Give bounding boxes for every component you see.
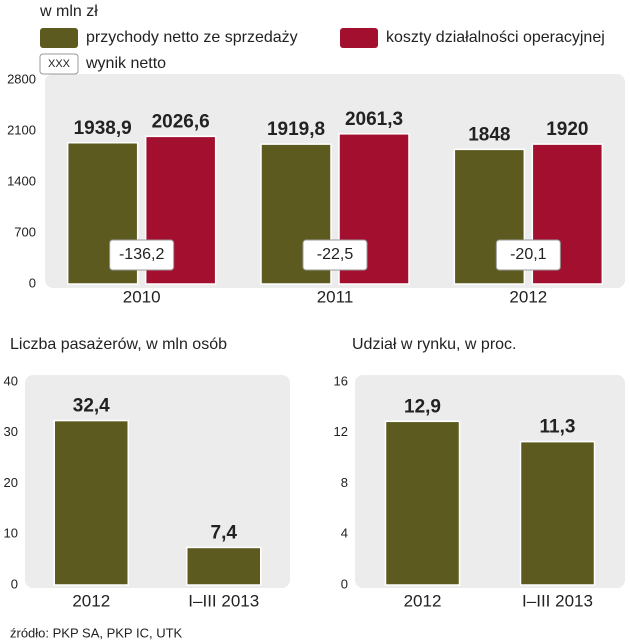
source: źródło: PKP SA, PKP IC, UTK [10, 625, 183, 640]
value-label: 1920 [546, 119, 588, 140]
legend-label: koszty działalności operacyjnej [386, 29, 605, 46]
bar [338, 133, 410, 285]
value-label: 32,4 [73, 396, 110, 417]
chart-title: w mln zł [39, 3, 98, 20]
value-label: 1938,9 [74, 118, 132, 139]
value-label: 11,3 [540, 417, 576, 438]
x-tick-label: 2010 [123, 287, 161, 306]
y-tick-label: 12 [334, 424, 348, 439]
y-tick-label: 2100 [7, 122, 36, 137]
x-tick-label: I–III 2013 [522, 591, 593, 610]
x-tick-label: 2012 [72, 591, 110, 610]
net-result-box [109, 239, 175, 271]
x-tick-label: I–III 2013 [188, 591, 259, 610]
x-tick-label: 2011 [317, 287, 354, 306]
bar [186, 546, 262, 586]
y-tick-label: 4 [341, 526, 348, 541]
value-label: 2026,6 [152, 111, 210, 132]
x-tick-label: 2012 [404, 591, 442, 610]
y-tick-label: 2800 [7, 71, 36, 86]
bar [519, 440, 596, 586]
y-tick-label: 10 [4, 526, 18, 541]
bar [384, 420, 461, 586]
legend-label: przychody netto ze sprzedaży [86, 29, 298, 46]
y-tick-label: 0 [29, 275, 36, 290]
bar [453, 148, 526, 285]
net-result-label: -22,5 [317, 246, 354, 263]
chart-title: Liczba pasażerów, w mln osób [10, 336, 227, 353]
legend-swatch [39, 53, 79, 75]
chart-title: Udział w rynku, w proc. [352, 336, 517, 353]
value-label: 12,9 [404, 396, 441, 417]
y-tick-label: 0 [341, 576, 348, 591]
bar [53, 419, 129, 586]
net-result-box [495, 239, 561, 271]
legend-marker-text: XXX [48, 58, 71, 70]
value-label: 1848 [468, 124, 510, 145]
y-tick-label: 20 [4, 475, 18, 490]
net-result-label: -136,2 [119, 246, 164, 263]
y-tick-label: 8 [341, 475, 348, 490]
value-label: 7,4 [211, 522, 238, 543]
legend-swatch [40, 28, 78, 48]
x-tick-label: 2012 [509, 287, 547, 306]
y-tick-label: 16 [334, 373, 348, 388]
y-tick-label: 40 [4, 373, 18, 388]
y-tick-label: 1400 [7, 173, 36, 188]
net-result-box [302, 239, 368, 271]
value-label: 1919,8 [267, 119, 325, 140]
value-label: 2061,3 [345, 109, 403, 130]
y-tick-label: 700 [14, 224, 36, 239]
legend-label: wynik netto [85, 55, 166, 72]
y-tick-label: 0 [11, 576, 18, 591]
legend-swatch [340, 28, 378, 48]
y-tick-label: 30 [4, 424, 18, 439]
net-result-label: -20,1 [510, 246, 547, 263]
